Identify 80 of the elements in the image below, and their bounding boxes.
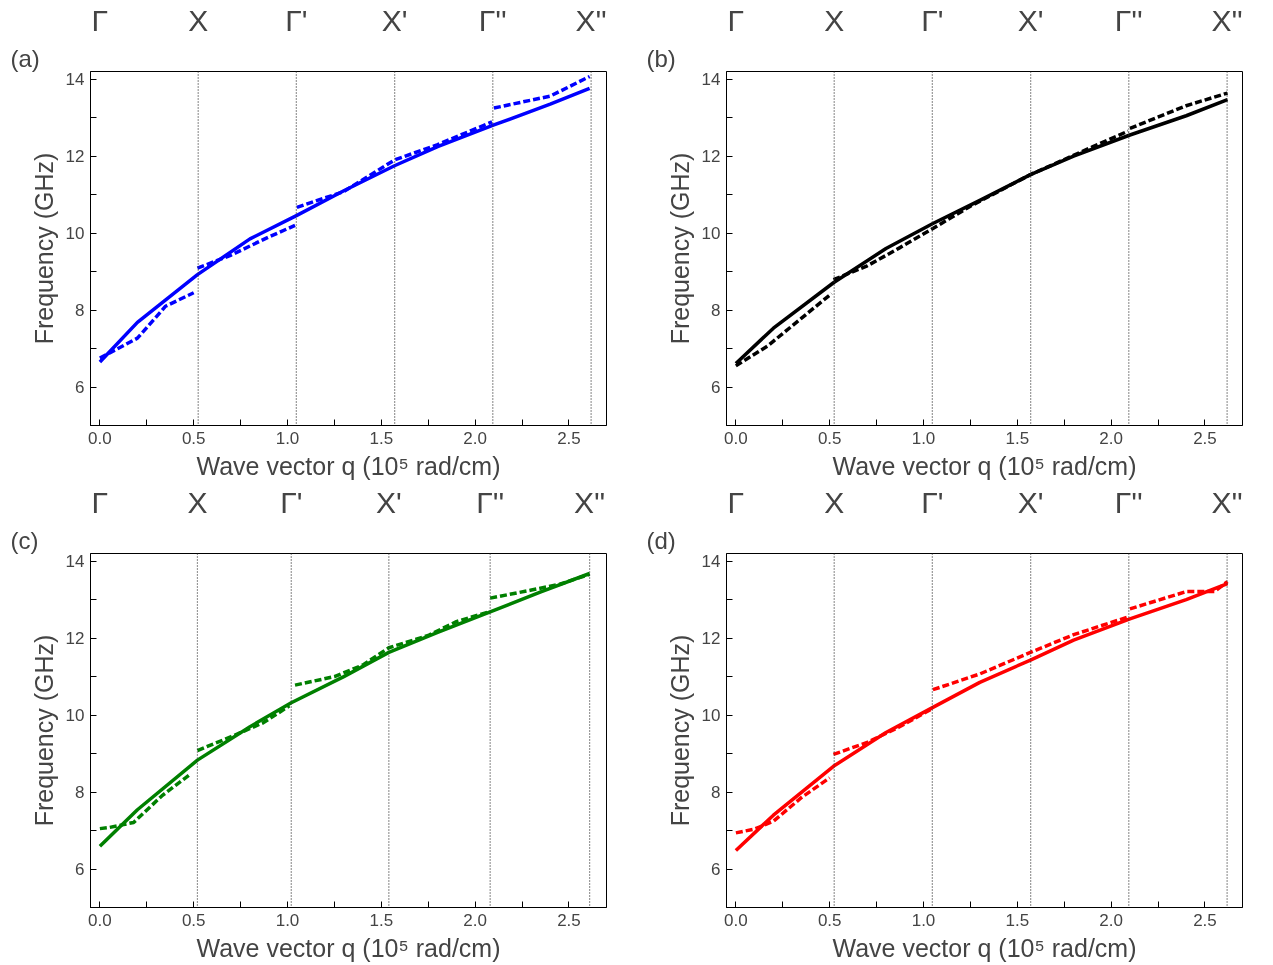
y-tick-label: 6 — [75, 860, 85, 880]
ref-line-label: X' — [1017, 3, 1044, 37]
y-tick-label: 8 — [711, 301, 721, 321]
ref-line-label: X — [187, 485, 208, 519]
x-tick-label: 2.5 — [1193, 910, 1217, 930]
y-tick-label: 12 — [65, 629, 85, 649]
y-tick-label: 8 — [75, 301, 85, 321]
y-tick-label: 14 — [701, 552, 721, 572]
y-axis-title: Frequency (GHz) — [665, 152, 694, 345]
ref-line-label: X'' — [1211, 3, 1243, 37]
x-tick-label: 2.0 — [463, 910, 487, 930]
x-tick-label: 2.0 — [463, 428, 487, 448]
y-tick-label: 8 — [75, 783, 85, 803]
y-tick-label: 6 — [711, 860, 721, 880]
y-axis-title: Frequency (GHz) — [29, 634, 58, 827]
ref-line-label: X' — [375, 485, 402, 519]
ref-line-label: X'' — [1211, 485, 1243, 519]
text: (a) — [10, 44, 40, 72]
x-tick-label: 1.5 — [1005, 910, 1030, 930]
x-tick-label: 1.5 — [369, 910, 394, 930]
x-tick-label: 0.5 — [181, 910, 206, 930]
x-tick-label: 2.5 — [1193, 428, 1217, 448]
ref-line-label: X' — [381, 3, 408, 37]
ref-line-label: Γ' — [285, 3, 308, 37]
text: Γ — [727, 485, 745, 519]
y-tick-label: 12 — [65, 147, 85, 167]
y-tick-label: 10 — [701, 224, 721, 244]
x-tick-label: 1.0 — [275, 910, 300, 930]
y-tick-label: 14 — [701, 70, 721, 90]
x-tick-label: 2.0 — [1099, 428, 1123, 448]
x-tick-label: 2.5 — [557, 910, 581, 930]
x-tick-label: 1.0 — [911, 910, 936, 930]
text: (c) — [10, 526, 39, 554]
y-tick-label: 10 — [65, 706, 85, 726]
ref-line-label: Γ'' — [1114, 485, 1143, 519]
x-tick-label: 0.0 — [724, 910, 748, 930]
x-axis-title: Wave vector q (10⁵ rad/cm) — [196, 933, 501, 962]
ref-line-label: X — [824, 3, 845, 37]
ref-line-label: Γ'' — [1114, 3, 1143, 37]
ref-line-label: X — [824, 485, 845, 519]
ref-line-label: Γ'' — [478, 3, 507, 37]
ref-line-label: Γ'' — [476, 485, 505, 519]
x-tick-label: 2.0 — [1099, 910, 1123, 930]
y-tick-label: 10 — [65, 224, 85, 244]
x-tick-label: 0.0 — [88, 428, 112, 448]
y-tick-label: 10 — [701, 706, 721, 726]
text: Γ — [91, 3, 109, 37]
x-tick-label: 0.0 — [724, 428, 748, 448]
y-tick-label: 6 — [711, 378, 721, 398]
y-tick-label: 12 — [701, 629, 721, 649]
text: Γ — [727, 3, 745, 37]
x-tick-label: 0.5 — [817, 428, 842, 448]
x-tick-label: 1.5 — [1005, 428, 1030, 448]
ref-line-label: X'' — [575, 3, 607, 37]
x-tick-label: 1.0 — [911, 428, 936, 448]
ref-line-label: Γ' — [280, 485, 303, 519]
x-axis-title: Wave vector q (10⁵ rad/cm) — [832, 933, 1137, 962]
text: (b) — [646, 44, 676, 72]
ref-line-label: X' — [1017, 485, 1044, 519]
y-tick-label: 14 — [65, 552, 85, 572]
x-tick-label: 2.5 — [557, 428, 581, 448]
y-tick-label: 6 — [75, 378, 85, 398]
y-axis-title: Frequency (GHz) — [29, 152, 58, 345]
x-axis-title: Wave vector q (10⁵ rad/cm) — [832, 451, 1137, 480]
y-tick-label: 8 — [711, 783, 721, 803]
y-tick-label: 14 — [65, 70, 85, 90]
text: (d) — [646, 526, 676, 554]
y-tick-label: 12 — [701, 147, 721, 167]
ref-line-label: X — [188, 3, 209, 37]
text: Γ — [91, 485, 109, 519]
x-axis-title: Wave vector q (10⁵ rad/cm) — [196, 451, 501, 480]
x-tick-label: 0.5 — [181, 428, 206, 448]
ref-line-label: Γ' — [921, 485, 944, 519]
x-tick-label: 1.0 — [275, 428, 300, 448]
ref-line-label: X'' — [573, 485, 606, 519]
x-tick-label: 0.5 — [817, 910, 842, 930]
ref-line-label: Γ' — [921, 3, 944, 37]
x-tick-label: 1.5 — [369, 428, 394, 448]
x-tick-label: 0.0 — [88, 910, 112, 930]
y-axis-title: Frequency (GHz) — [665, 634, 694, 827]
